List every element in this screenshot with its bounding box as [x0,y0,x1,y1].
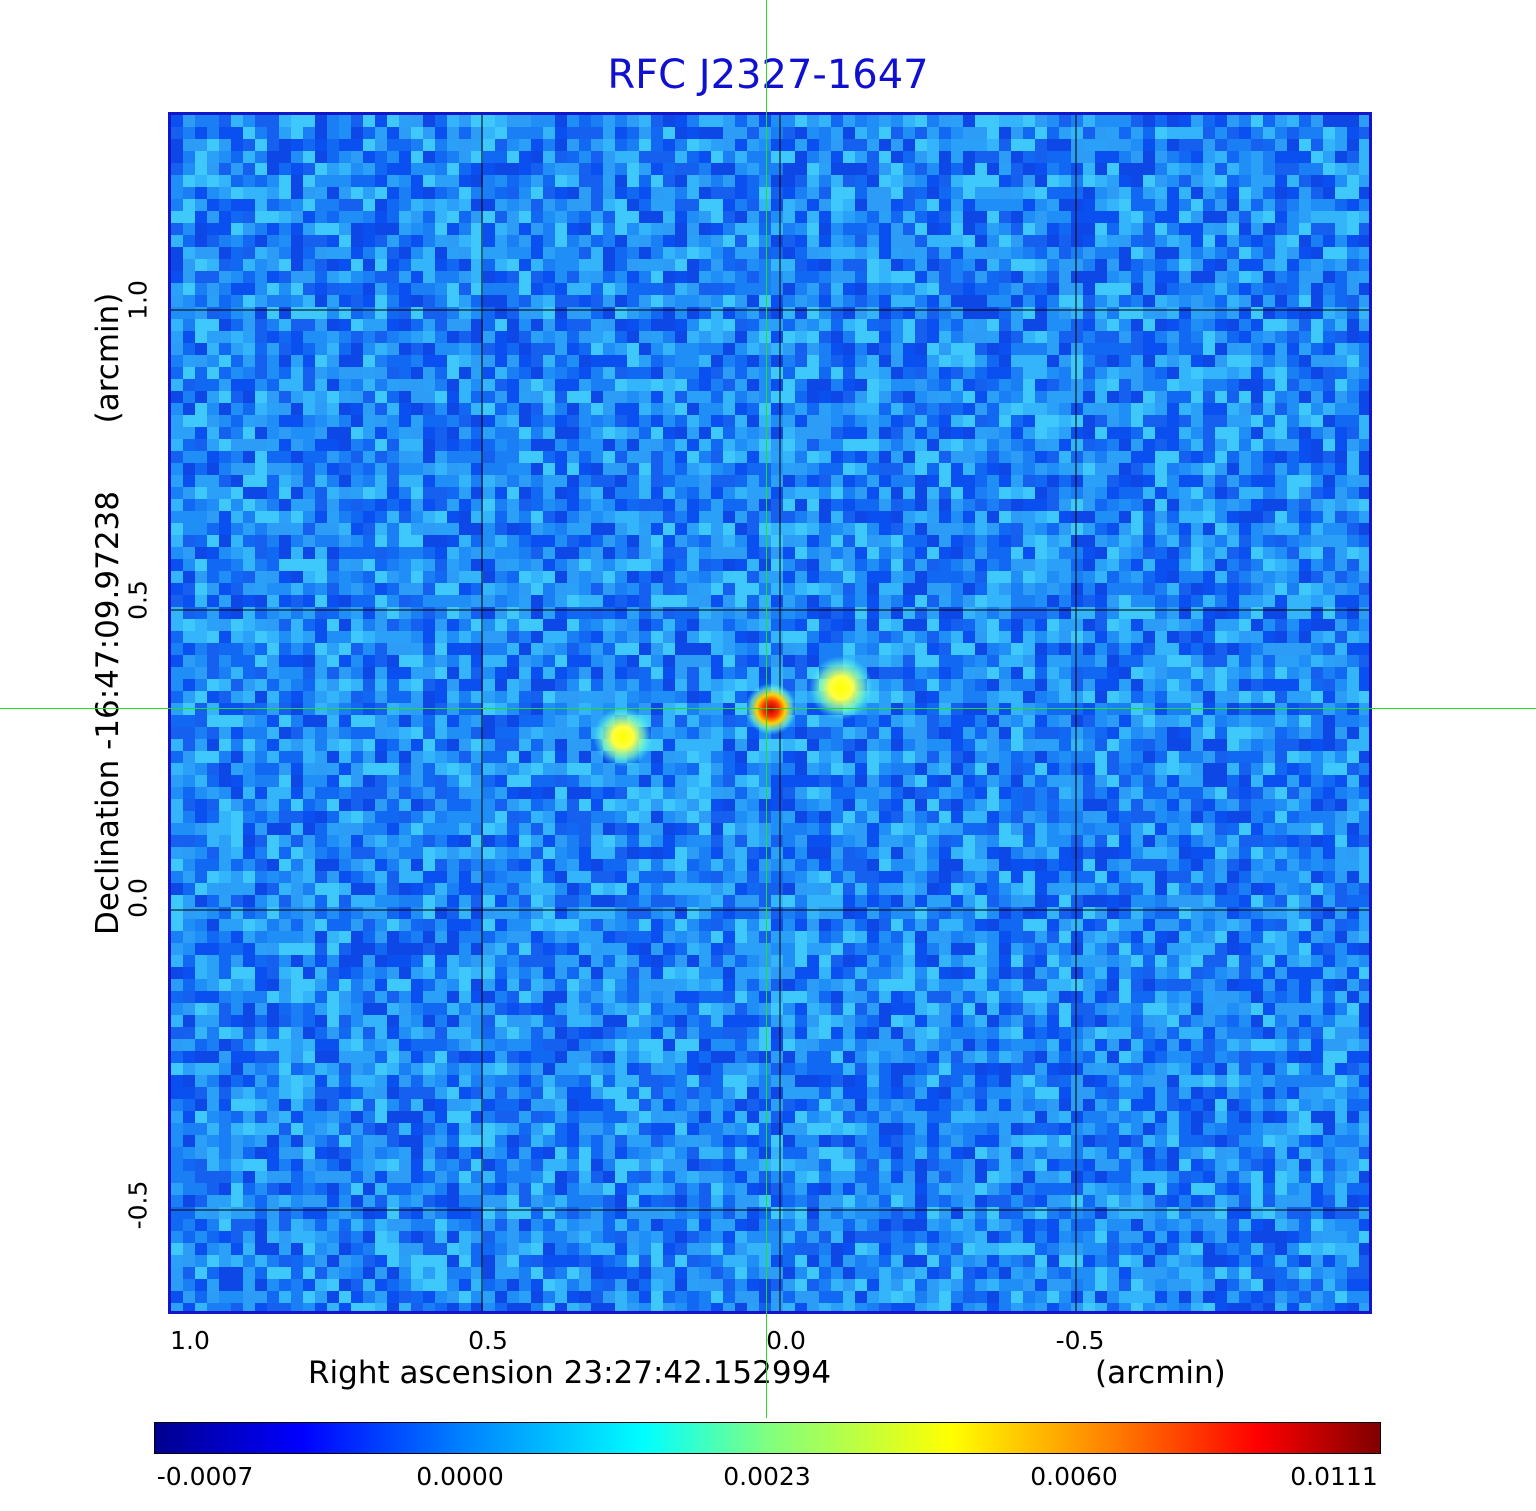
colorbar-tick: 0.0060 [1030,1462,1118,1491]
x-tick: 1.0 [170,1326,210,1355]
intensity-map [171,115,1369,1311]
colorbar [154,1422,1381,1454]
colorbar-tick: 0.0111 [1290,1462,1378,1491]
colorbar-tick: 0.0023 [723,1462,811,1491]
x-tick: -0.5 [1055,1326,1105,1355]
y-axis-label: Declination -16:47:09.97238 [90,491,126,935]
source-blob-left [593,707,653,767]
crosshair-horizontal [0,708,1536,709]
source-blob-right [809,656,873,720]
x-tick: 0.0 [766,1326,806,1355]
image-title: RFC J2327-1647 [607,52,929,98]
source-blob-center [745,683,797,735]
x-tick: 0.5 [468,1326,508,1355]
y-axis-unit: (arcmin) [90,292,126,424]
crosshair-vertical [766,0,767,1418]
x-axis-unit: (arcmin) [1095,1355,1226,1391]
y-tick: 0.5 [123,580,153,620]
y-tick: 0.0 [123,878,153,918]
y-tick: 1.0 [123,280,153,320]
colorbar-tick: 0.0000 [416,1462,504,1491]
y-tick: -0.5 [123,1180,153,1230]
colorbar-tick: -0.0007 [156,1462,254,1491]
x-axis-label: Right ascension 23:27:42.152994 [308,1355,832,1391]
radio-image[interactable] [168,112,1372,1314]
